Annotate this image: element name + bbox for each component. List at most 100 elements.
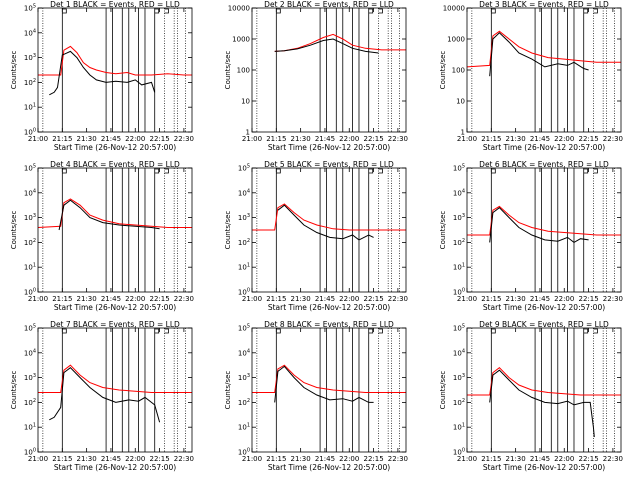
x-tick-label: 21:00: [242, 135, 262, 143]
y-tick-label: 103: [24, 53, 36, 62]
plot-frame: [466, 327, 622, 453]
x-tick-label: 21:30: [506, 455, 526, 463]
y-tick-label: 102: [453, 238, 465, 247]
x-tick-label: 21:45: [530, 295, 550, 303]
plot-frame: [251, 167, 407, 293]
y-tick-label: 1000: [447, 36, 465, 44]
x-axis-label: Start Time (26-Nov-12 20:57:00): [483, 463, 605, 472]
y-tick-label: 104: [238, 188, 250, 197]
time-marker-flag: [154, 8, 160, 14]
time-marker-flag: [368, 328, 374, 334]
lld-series-line: [466, 30, 621, 68]
detector-panel-3: Det 3 BLACK = Events, RED = LLD 1 10 100 100…: [439, 0, 623, 152]
y-tick-label: 101: [24, 423, 36, 432]
events-series-line: [274, 365, 374, 403]
x-axis-label: Start Time (26-Nov-12 20:57:00): [483, 143, 605, 152]
x-tick-label: 21:45: [101, 295, 121, 303]
panel-title: Det 8 BLACK = Events, RED = LLD: [264, 320, 394, 329]
time-marker-flag: [276, 168, 281, 174]
x-tick-label: 22:15: [578, 455, 598, 463]
x-tick-label: 22:00: [554, 455, 574, 463]
y-axis-label: Counts/sec: [224, 371, 232, 410]
time-marker-flag: [62, 328, 67, 334]
x-axis-label: Start Time (26-Nov-12 20:57:00): [54, 463, 176, 472]
plot-frame: [37, 7, 193, 133]
y-tick-label: 101: [238, 423, 250, 432]
x-axis-label: Start Time (26-Nov-12 20:57:00): [268, 463, 390, 472]
y-tick-label: 102: [238, 398, 250, 407]
lld-series-line: [38, 364, 192, 393]
time-marker-flag: [164, 168, 169, 174]
time-marker-flag: [491, 168, 496, 174]
x-tick-label: 21:15: [52, 135, 72, 143]
x-tick-label: 21:00: [28, 295, 48, 303]
x-tick-label: 22:00: [125, 295, 145, 303]
y-tick-label: 100: [24, 448, 36, 457]
y-axis-label: Counts/sec: [439, 371, 447, 410]
detector-panel-1: Det 1 BLACK = Events, RED = LLD 100 101 102…: [10, 0, 194, 152]
plot-frame: [466, 167, 622, 293]
detector-panel-5: Det 5 BLACK = Events, RED = LLD 100 101 102…: [224, 160, 408, 312]
x-tick-label: 22:15: [149, 295, 169, 303]
time-marker-flag: [368, 8, 374, 14]
detector-panel-9: Det 9 BLACK = Events, RED = LLD 100 101 102…: [439, 320, 623, 472]
y-axis-label: Counts/sec: [10, 211, 18, 250]
x-tick-label: 22:30: [174, 295, 194, 303]
x-tick-label: 22:30: [174, 135, 194, 143]
x-tick-label: 21:15: [266, 295, 286, 303]
time-marker-flag: [491, 8, 496, 14]
y-tick-label: 105: [24, 324, 36, 333]
events-series-line: [58, 199, 160, 231]
plot-frame: [251, 327, 407, 453]
y-tick-label: 105: [238, 164, 250, 173]
y-tick-label: 10000: [228, 5, 250, 13]
y-axis-label: Counts/sec: [10, 371, 18, 410]
panel-title: Det 3 BLACK = Events, RED = LLD: [479, 0, 609, 9]
y-tick-label: 100: [453, 288, 465, 297]
x-tick-label: 21:00: [242, 295, 262, 303]
time-marker-flag: [62, 8, 67, 14]
y-tick-label: 104: [24, 348, 36, 357]
y-tick-label: 101: [238, 263, 250, 272]
lld-series-line: [252, 203, 406, 231]
x-tick-label: 22:15: [363, 135, 383, 143]
y-tick-label: 101: [24, 263, 36, 272]
y-tick-label: 103: [453, 213, 465, 222]
x-tick-label: 21:15: [481, 135, 501, 143]
x-tick-label: 21:45: [315, 135, 335, 143]
y-tick-label: 105: [24, 164, 36, 173]
lld-series-line: [38, 45, 192, 76]
panel-title: Det 5 BLACK = Events, RED = LLD: [264, 160, 394, 169]
y-tick-label: 105: [238, 324, 250, 333]
y-tick-label: 105: [453, 164, 465, 173]
y-tick-label: 104: [24, 28, 36, 37]
x-tick-label: 22:30: [388, 455, 408, 463]
y-tick-label: 104: [453, 348, 465, 357]
panel-title: Det 6 BLACK = Events, RED = LLD: [479, 160, 609, 169]
time-marker-flag: [593, 168, 598, 174]
time-marker-flag: [368, 168, 374, 174]
x-tick-label: 21:45: [101, 455, 121, 463]
y-tick-label: 103: [24, 373, 36, 382]
y-tick-label: 100: [24, 128, 36, 137]
lld-series-line: [252, 364, 406, 393]
panel-title: Det 1 BLACK = Events, RED = LLD: [50, 0, 180, 9]
y-tick-label: 101: [453, 263, 465, 272]
detector-panel-7: Det 7 BLACK = Events, RED = LLD 100 101 102…: [10, 320, 194, 472]
x-tick-label: 22:00: [125, 135, 145, 143]
events-series-line: [489, 369, 595, 438]
detector-panel-6: Det 6 BLACK = Events, RED = LLD 100 101 102…: [439, 160, 623, 312]
x-tick-label: 22:30: [603, 455, 623, 463]
time-marker-flag: [164, 8, 169, 14]
x-tick-label: 21:30: [291, 295, 311, 303]
time-marker-flag: [583, 328, 589, 334]
x-tick-label: 22:30: [388, 135, 408, 143]
panel-title: Det 4 BLACK = Events, RED = LLD: [50, 160, 180, 169]
x-axis-label: Start Time (26-Nov-12 20:57:00): [54, 143, 176, 152]
x-tick-label: 22:00: [125, 455, 145, 463]
y-tick-label: 1000: [232, 36, 250, 44]
time-marker-flag: [583, 8, 589, 14]
x-tick-label: 21:30: [506, 295, 526, 303]
y-axis-label: Counts/sec: [224, 51, 232, 90]
